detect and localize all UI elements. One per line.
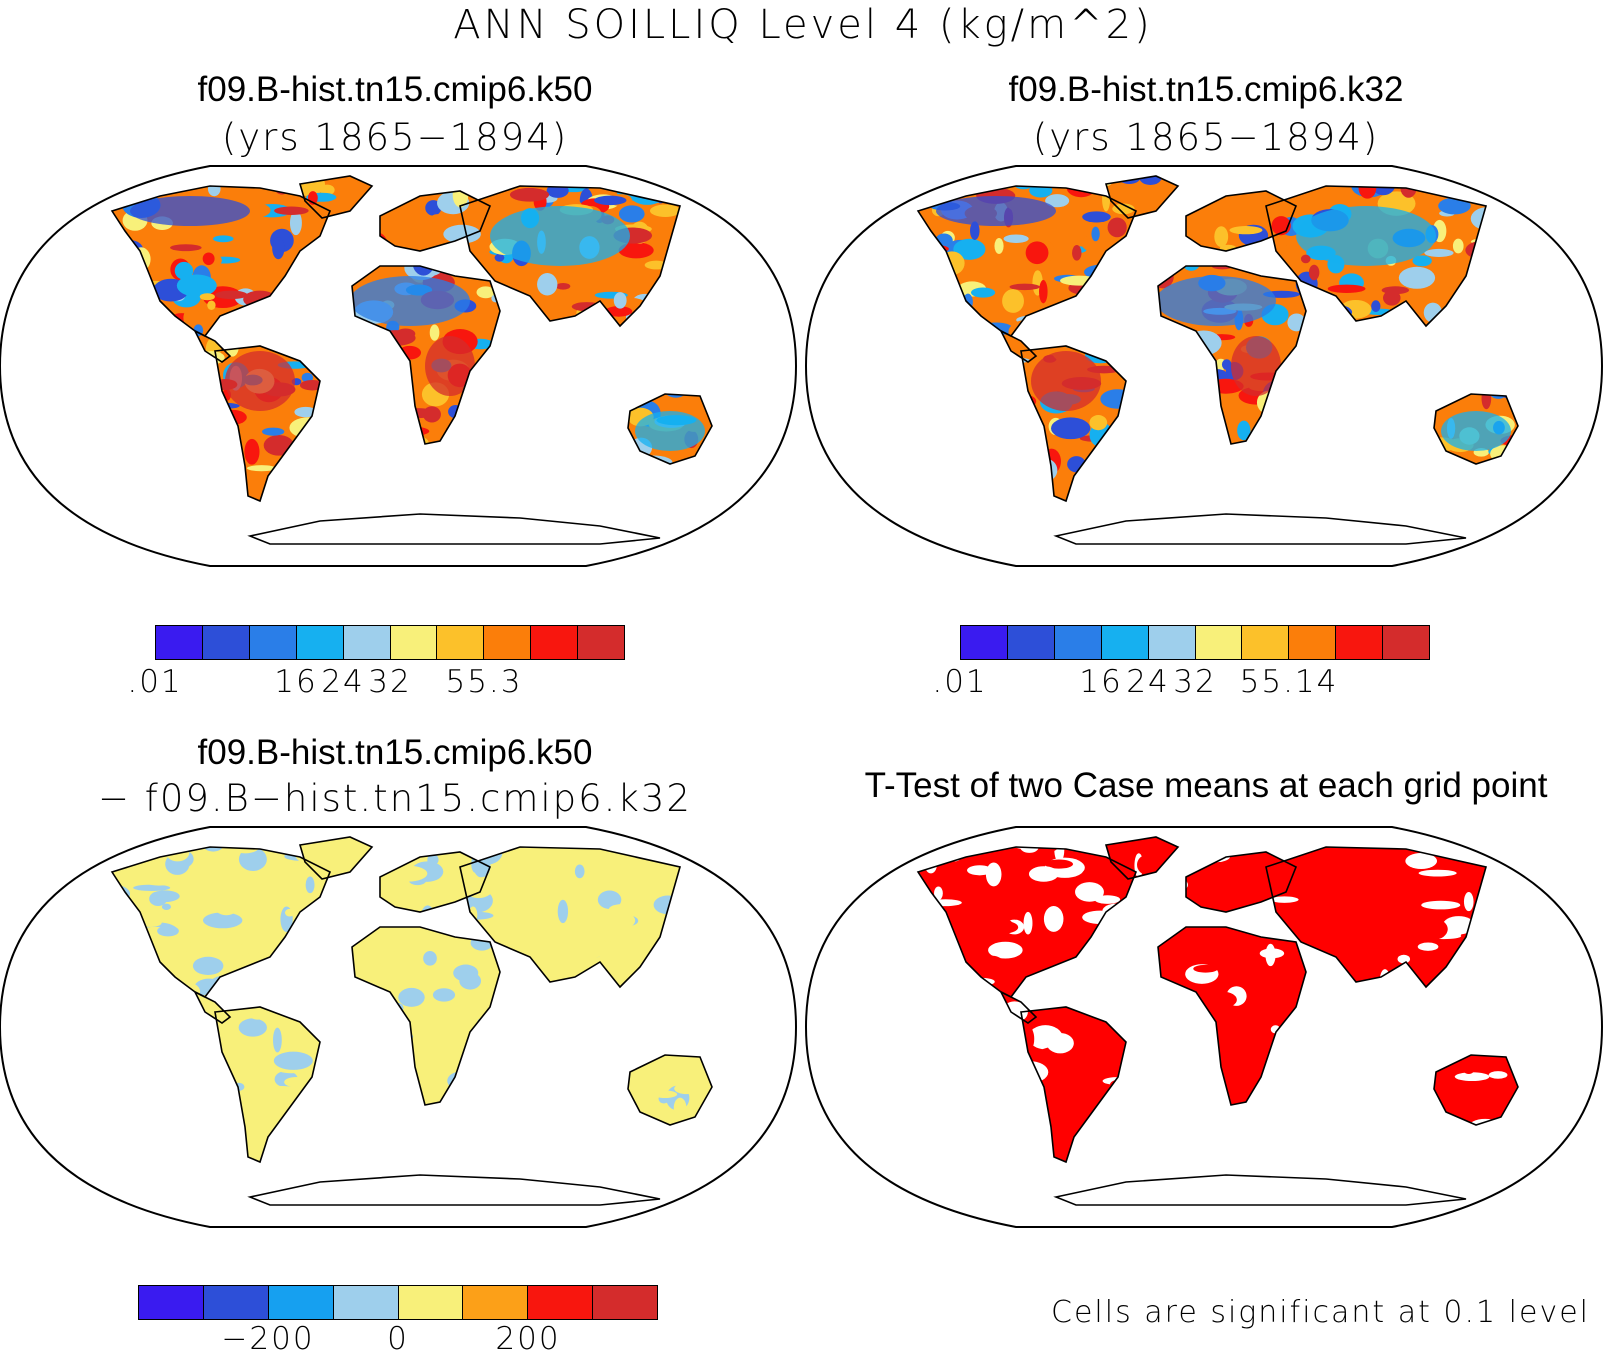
colorbar-swatch [437,626,485,659]
coastline-na [110,846,332,999]
coastline-eu [1185,851,1298,913]
map-difference [0,826,798,1228]
colorbar-tick-label: 55.3 [445,664,523,700]
coastline-au [627,1054,713,1126]
colorbar-swatch [1148,626,1196,659]
colorbar-k50 [155,625,625,660]
coastline-na [916,846,1138,999]
colorbar-swatch [1054,626,1102,659]
panel-subtitle-k50: (yrs 1865−1894) [221,116,569,159]
colorbar-swatch [268,1286,334,1319]
colorbar-tick-label: −200 [221,1321,315,1357]
colorbar-tick-label: 24 [1126,664,1170,700]
coastline-eu [379,851,492,913]
colorbar-swatch [398,1286,464,1319]
colorbar-swatch [203,1286,269,1319]
colorbar-swatch [1336,626,1384,659]
figure-title: ANN SOILLIQ Level 4 (kg/m^2) [453,2,1153,48]
panel-title-k50: f09.B-hist.tn15.cmip6.k50 [197,70,593,109]
colorbar-swatch [202,626,250,659]
coastline-ca [999,329,1038,363]
coastline-af [1157,265,1307,445]
coastline-au [1433,393,1519,465]
colorbar-swatch [1242,626,1290,659]
colorbar-tick-label: 24 [321,664,365,700]
colorbar-swatch [1101,626,1149,659]
colorbar-swatch [1007,626,1055,659]
colorbar-diff [138,1285,658,1320]
colorbar-swatch [296,626,344,659]
map-k50 [0,165,798,567]
colorbar-swatch [139,1286,204,1319]
coastline-ca [999,990,1038,1024]
colorbar-swatch [156,626,203,659]
coastline-ca [193,990,232,1024]
coastline-sa [1020,345,1127,503]
colorbar-swatch [249,626,297,659]
coastline-af [351,926,501,1106]
colorbar-tick-label: 16 [1079,664,1123,700]
panel-subtitle-k32: (yrs 1865−1894) [1032,116,1380,159]
colorbar-swatch [578,626,625,659]
colorbar-ticks-diff: −200 0 200 [138,1321,658,1357]
coastline-ca [193,329,232,363]
coastline-au [627,393,713,465]
colorbar-swatch [390,626,438,659]
colorbar-swatch [333,1286,399,1319]
panel-title-diff: f09.B-hist.tn15.cmip6.k50 [197,733,593,772]
colorbar-ticks-k32: .01 16 24 32 55.14 [932,664,1430,704]
coastline-sa [214,1006,321,1164]
coastline-eu [1185,190,1298,252]
coastline-gr [1104,175,1180,219]
panel-title-ttest: T-Test of two Case means at each grid po… [864,766,1548,805]
colorbar-swatch [1383,626,1430,659]
panel-title-k32: f09.B-hist.tn15.cmip6.k32 [1008,70,1404,109]
colorbar-tick-label: 32 [1173,664,1217,700]
coastline-na [916,185,1138,338]
colorbar-k32 [960,625,1430,660]
colorbar-tick-label: .01 [127,664,183,700]
coastline-as [1265,185,1488,328]
map-k32 [804,165,1604,567]
coastline-gr [298,836,374,880]
panel-subtitle-diff: − f09.B−hist.tn15.cmip6.k32 [98,777,692,820]
colorbar-tick-label: 16 [274,664,318,700]
map-ttest [804,826,1604,1228]
coastline-ant [1053,513,1467,545]
colorbar-tick-label: 55.14 [1239,664,1339,700]
coastline-ant [247,513,661,545]
colorbar-swatch [1289,626,1337,659]
coastline-gr [298,175,374,219]
coastline-af [1157,926,1307,1106]
colorbar-ticks-k50: .01 16 24 32 55.3 [127,664,625,704]
coastline-af [351,265,501,445]
colorbar-swatch [484,626,532,659]
coastline-as [459,185,682,328]
coastline-au [1433,1054,1519,1126]
coastline-as [1265,846,1488,989]
colorbar-swatch [531,626,579,659]
colorbar-swatch [528,1286,594,1319]
colorbar-tick-label: 0 [387,1321,409,1357]
coastline-eu [379,190,492,252]
coastline-sa [1020,1006,1127,1164]
colorbar-swatch [961,626,1008,659]
coastline-ant [1053,1174,1467,1206]
colorbar-swatch [1195,626,1243,659]
colorbar-swatch [343,626,391,659]
colorbar-swatch [463,1286,529,1319]
coastline-na [110,185,332,338]
colorbar-tick-label: 200 [495,1321,561,1357]
coastline-sa [214,345,321,503]
coastline-gr [1104,836,1180,880]
coastline-ant [247,1174,661,1206]
colorbar-tick-label: 32 [368,664,412,700]
coastline-as [459,846,682,989]
colorbar-tick-label: .01 [932,664,988,700]
colorbar-swatch [593,1286,657,1319]
significance-note: Cells are significant at 0.1 level [1051,1295,1590,1330]
